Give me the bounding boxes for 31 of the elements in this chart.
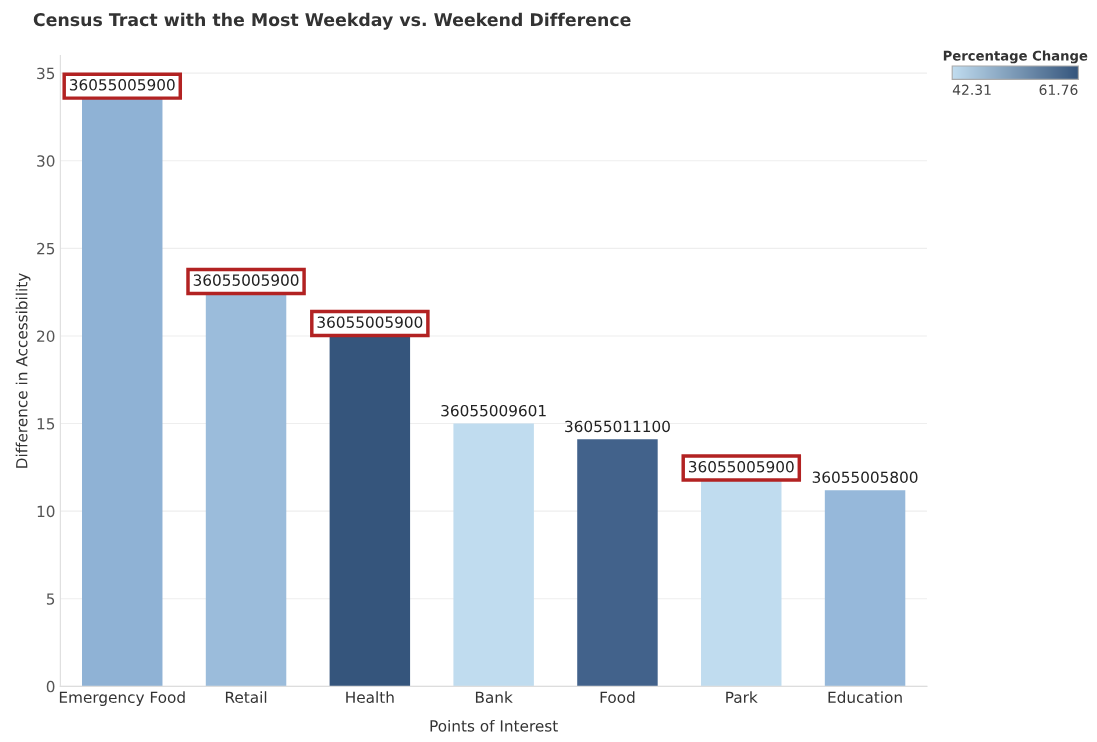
x-tick-label: Emergency Food bbox=[59, 691, 185, 706]
y-axis-title: Difference in Accessibility bbox=[15, 273, 31, 468]
x-tick-label: Park bbox=[726, 691, 758, 704]
color-bar-label: 42.31 bbox=[952, 84, 991, 96]
annotation: 36055005900 bbox=[317, 316, 423, 328]
annotation: 36055009601 bbox=[441, 404, 546, 417]
bar bbox=[577, 439, 658, 687]
y-tick-label: 15 bbox=[37, 418, 55, 430]
x-tick-label: Health bbox=[346, 691, 394, 704]
x-tick-label: Bank bbox=[475, 691, 513, 704]
y-tick-label: 10 bbox=[37, 505, 55, 518]
color-bar-label: 61.76 bbox=[1039, 84, 1078, 96]
x-tick-label: Education bbox=[828, 691, 902, 704]
bar bbox=[453, 423, 534, 687]
annotation: 36055005800 bbox=[812, 471, 918, 484]
y-tick-label: 5 bbox=[46, 593, 55, 605]
annotation: 36055011100 bbox=[565, 420, 670, 433]
y-tick-label: 0 bbox=[46, 680, 55, 693]
y-tick-label: 30 bbox=[37, 155, 55, 167]
chart-title: Census Tract with the Most Weekday vs. Weekend Difference bbox=[33, 12, 631, 30]
x-axis-title: Points of Interest bbox=[430, 719, 558, 732]
annotation: 36055005900 bbox=[69, 79, 175, 91]
annotation: 36055005900 bbox=[193, 274, 299, 286]
y-tick-label: 35 bbox=[37, 67, 55, 80]
annotation: 36055005900 bbox=[688, 460, 794, 473]
legend-title: Percentage Change bbox=[943, 50, 1088, 64]
x-tick-label: Retail bbox=[225, 691, 267, 704]
y-tick-label: 25 bbox=[37, 242, 55, 255]
x-tick-label: Food bbox=[600, 691, 635, 704]
y-tick-label: 20 bbox=[37, 330, 55, 342]
bar bbox=[824, 490, 906, 687]
